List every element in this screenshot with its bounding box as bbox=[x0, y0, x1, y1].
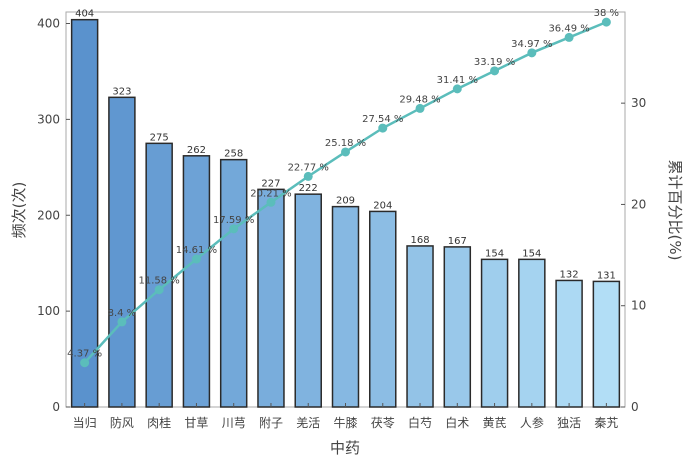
cumulative-label: 31.41 % bbox=[437, 75, 478, 86]
cumulative-label: 22.77 % bbox=[288, 162, 329, 173]
bar-value-label: 323 bbox=[112, 86, 131, 97]
bar bbox=[294, 193, 322, 408]
x-tick-label: 茯苓 bbox=[371, 416, 395, 430]
cumulative-label: 14.61 % bbox=[176, 245, 217, 256]
bar bbox=[331, 205, 360, 408]
cumulative-label: 4.37 % bbox=[67, 349, 102, 360]
cumulative-point bbox=[303, 171, 313, 181]
bar bbox=[406, 245, 434, 408]
bar bbox=[592, 280, 621, 408]
y-tick-label: 200 bbox=[37, 208, 60, 222]
x-axis-title: 中药 bbox=[330, 439, 360, 457]
cumulative-point bbox=[154, 285, 164, 295]
x-tick-label: 防风 bbox=[110, 415, 134, 430]
bar-value-label: 209 bbox=[336, 196, 355, 207]
cumulative-point bbox=[191, 254, 201, 264]
y-tick-label: 0 bbox=[52, 400, 60, 414]
bar bbox=[480, 258, 509, 408]
bar-value-label: 167 bbox=[448, 236, 467, 247]
y-tick-label: 400 bbox=[37, 17, 60, 31]
cumulative-label: 20.21 % bbox=[250, 188, 291, 199]
y2-tick-label: 0 bbox=[631, 400, 639, 414]
x-tick-label: 人参 bbox=[520, 415, 544, 430]
bar bbox=[518, 258, 546, 408]
cumulative-point bbox=[564, 32, 574, 42]
bar-value-label: 275 bbox=[150, 132, 169, 143]
cumulative-point bbox=[527, 48, 537, 58]
bar-value-label: 258 bbox=[224, 149, 243, 160]
bar bbox=[219, 158, 248, 408]
y2-tick-label: 10 bbox=[631, 299, 646, 313]
bar-value-label: 131 bbox=[597, 270, 616, 281]
cumulative-point bbox=[601, 17, 611, 27]
x-tick-label: 羌活 bbox=[296, 416, 320, 430]
cumulative-point bbox=[415, 103, 425, 113]
x-tick-label: 白芍 bbox=[408, 415, 432, 430]
cumulative-point bbox=[378, 123, 388, 133]
y-tick-label: 300 bbox=[37, 112, 60, 126]
bar-value-label: 132 bbox=[560, 269, 579, 280]
x-tick-label: 肉桂 bbox=[147, 415, 171, 430]
cumulative-point bbox=[452, 84, 462, 94]
bar-value-label: 262 bbox=[187, 145, 206, 156]
x-tick-label: 川芎 bbox=[222, 416, 246, 430]
x-tick-label: 秦艽 bbox=[594, 416, 618, 430]
bar bbox=[182, 155, 211, 408]
y2-axis-title: 累计百分比(%) bbox=[666, 160, 684, 261]
bar-value-label: 154 bbox=[485, 248, 504, 259]
bar-value-label: 204 bbox=[373, 200, 392, 211]
cumulative-point bbox=[266, 197, 276, 207]
x-tick-label: 独活 bbox=[557, 416, 581, 430]
cumulative-label: 27.54 % bbox=[362, 114, 403, 125]
cumulative-point bbox=[341, 147, 350, 157]
cumulative-label: 11.58 % bbox=[139, 276, 180, 287]
x-tick-label: 白术 bbox=[445, 415, 469, 430]
y2-tick-label: 30 bbox=[631, 96, 646, 110]
cumulative-label: 8.4 % bbox=[108, 308, 137, 319]
cumulative-label: 29.48 % bbox=[399, 94, 440, 105]
cumulative-label: 36.49 % bbox=[548, 23, 589, 34]
cumulative-point bbox=[117, 317, 127, 327]
cumulative-label: 38 % bbox=[594, 8, 619, 19]
bar-value-label: 168 bbox=[410, 235, 429, 246]
x-tick-label: 黄芪 bbox=[483, 416, 507, 430]
cumulative-point bbox=[80, 358, 90, 368]
cumulative-label: 25.18 % bbox=[325, 138, 366, 149]
cumulative-label: 33.19 % bbox=[474, 57, 515, 68]
cumulative-point bbox=[229, 224, 239, 234]
x-tick-label: 牛膝 bbox=[333, 415, 357, 430]
y-axis-title: 频次(次) bbox=[10, 182, 28, 239]
y2-tick-label: 20 bbox=[631, 197, 646, 211]
bar bbox=[555, 279, 583, 408]
x-tick-label: 附子 bbox=[259, 416, 283, 430]
bar bbox=[108, 96, 136, 408]
y-tick-label: 100 bbox=[37, 304, 60, 318]
cumulative-point bbox=[490, 66, 500, 76]
bar bbox=[257, 188, 285, 408]
x-tick-label: 甘草 bbox=[184, 416, 208, 430]
cumulative-label: 17.59 % bbox=[213, 215, 254, 226]
cumulative-label: 34.97 % bbox=[511, 39, 552, 50]
x-tick-label: 当归 bbox=[73, 416, 97, 430]
bar-value-label: 222 bbox=[299, 183, 318, 194]
bar bbox=[369, 210, 397, 408]
bar-value-label: 154 bbox=[522, 248, 541, 259]
bar-value-label: 227 bbox=[261, 178, 280, 189]
bar-value-label: 404 bbox=[75, 9, 94, 20]
bar bbox=[443, 246, 472, 408]
